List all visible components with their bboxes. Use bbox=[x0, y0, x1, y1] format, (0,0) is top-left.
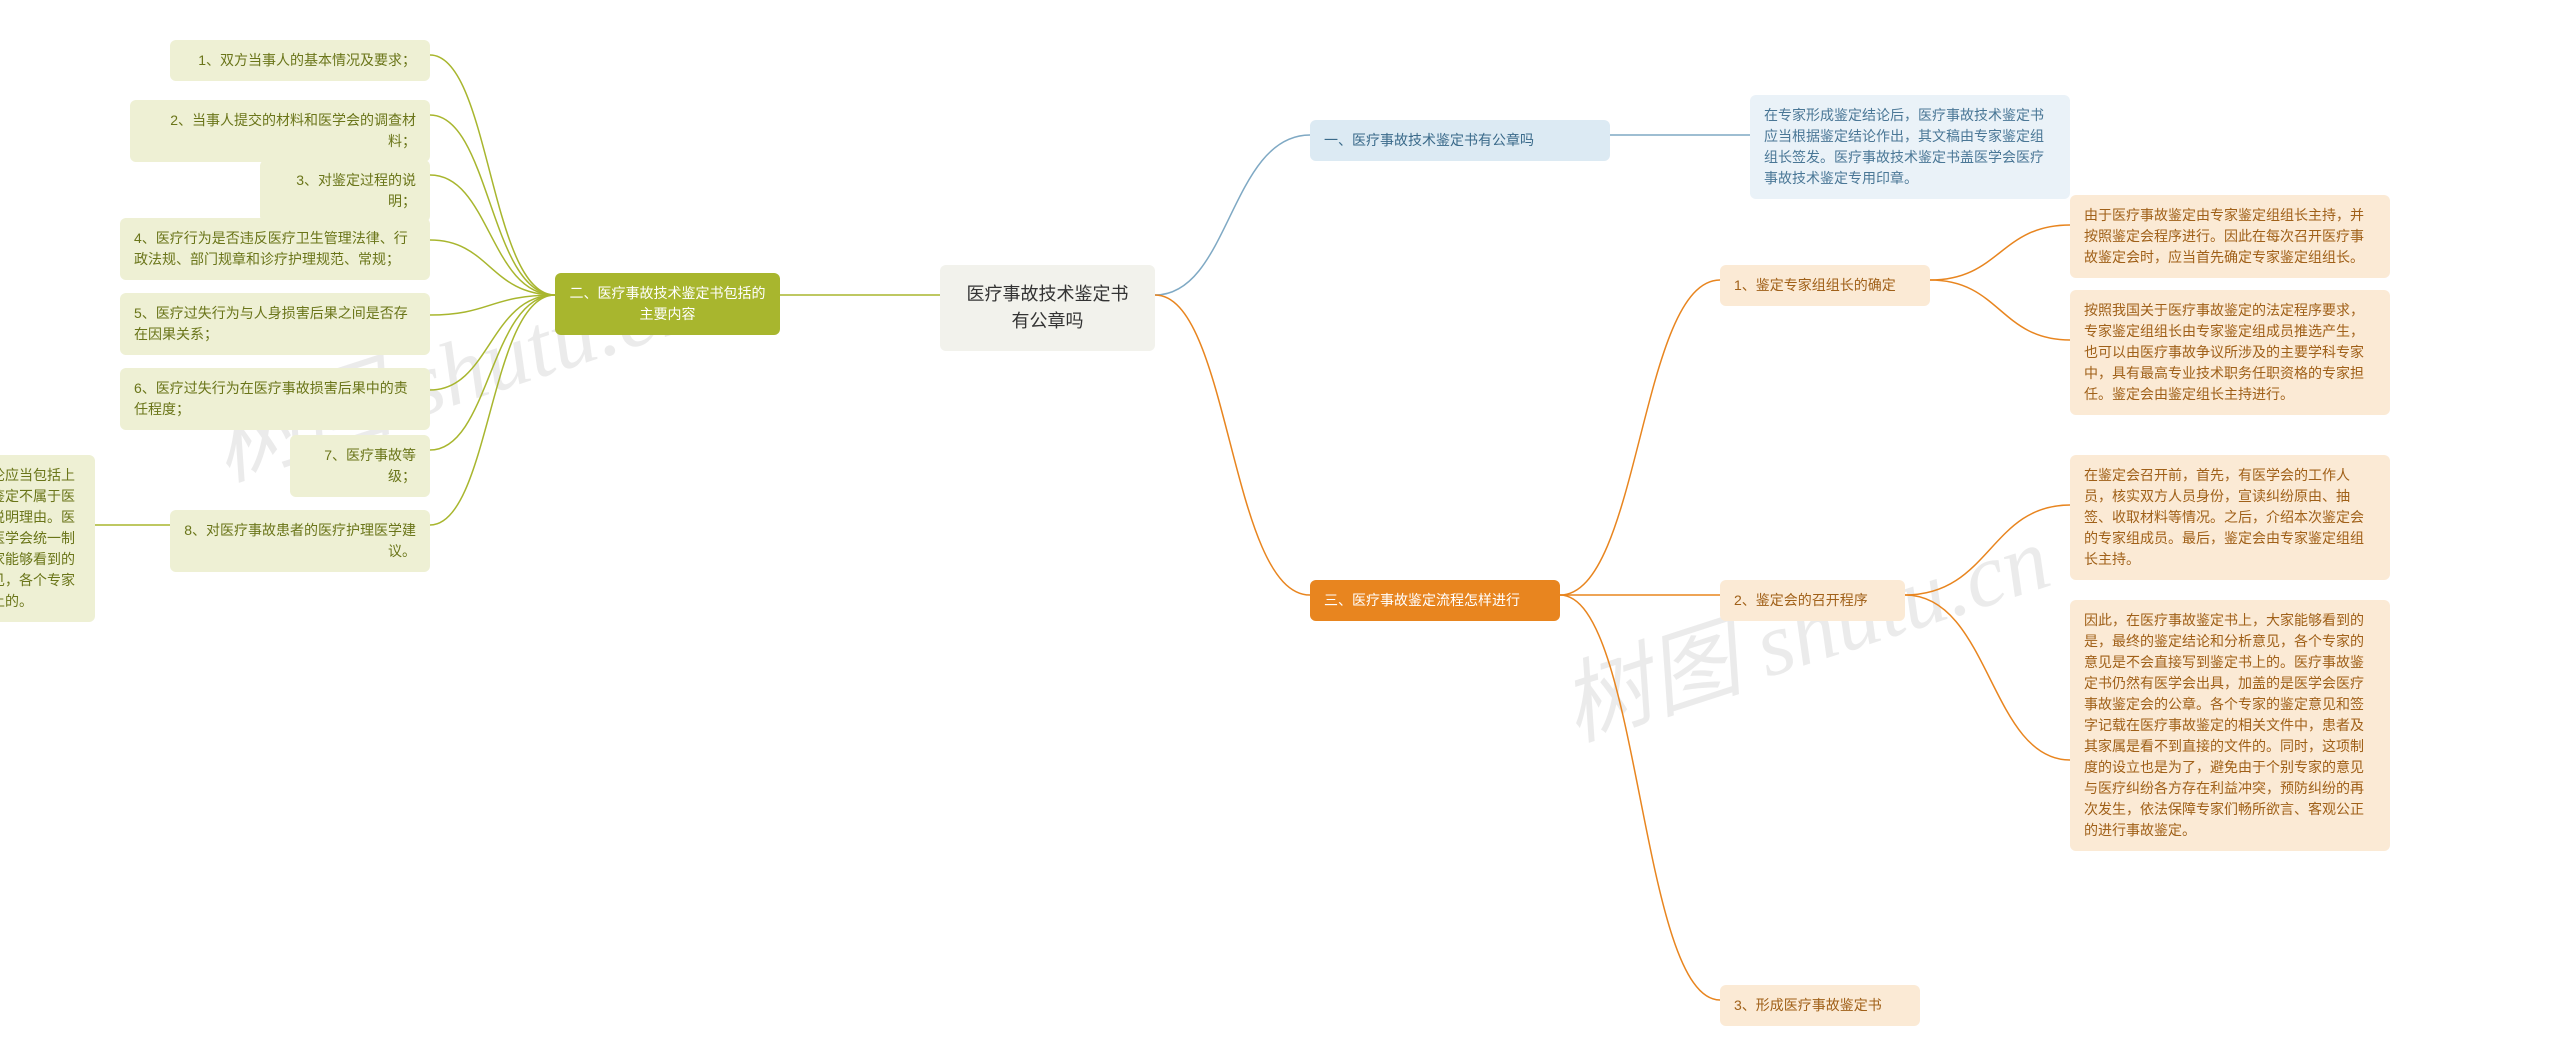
branch-2-item-5: 5、医疗过失行为与人身损害后果之间是否存在因果关系； bbox=[120, 293, 430, 355]
branch-1: 一、医疗事故技术鉴定书有公章吗 bbox=[1310, 120, 1610, 161]
branch-2-item-8-note: 经鉴定为医疗事故的，鉴定结论应当包括上款（四）至（八）项内容；经鉴定不属于医疗事… bbox=[0, 455, 95, 622]
branch-2-item-7: 7、医疗事故等级； bbox=[290, 435, 430, 497]
branch-2-item-3: 3、对鉴定过程的说明； bbox=[260, 160, 430, 222]
watermark-right: 树图 shutu.cn bbox=[1542, 485, 2062, 765]
branch-3: 三、医疗事故鉴定流程怎样进行 bbox=[1310, 580, 1560, 621]
branch-2-item-1: 1、双方当事人的基本情况及要求； bbox=[170, 40, 430, 81]
branch-3-child-2-leaf-1: 在鉴定会召开前，首先，有医学会的工作人员，核实双方人员身份，宣读纠纷原由、抽签、… bbox=[2070, 455, 2390, 580]
root-node: 医疗事故技术鉴定书有公章吗 bbox=[940, 265, 1155, 351]
branch-2-item-8: 8、对医疗事故患者的医疗护理医学建议。 bbox=[170, 510, 430, 572]
branch-1-leaf: 在专家形成鉴定结论后，医疗事故技术鉴定书应当根据鉴定结论作出，其文稿由专家鉴定组… bbox=[1750, 95, 2070, 199]
branch-2-item-4: 4、医疗行为是否违反医疗卫生管理法律、行政法规、部门规章和诊疗护理规范、常规； bbox=[120, 218, 430, 280]
branch-3-child-3: 3、形成医疗事故鉴定书 bbox=[1720, 985, 1920, 1026]
branch-3-child-2: 2、鉴定会的召开程序 bbox=[1720, 580, 1905, 621]
branch-3-child-1-leaf-2: 按照我国关于医疗事故鉴定的法定程序要求，专家鉴定组组长由专家鉴定组成员推选产生，… bbox=[2070, 290, 2390, 415]
branch-3-child-1-leaf-1: 由于医疗事故鉴定由专家鉴定组组长主持，并按照鉴定会程序进行。因此在每次召开医疗事… bbox=[2070, 195, 2390, 278]
branch-3-child-2-leaf-2: 因此，在医疗事故鉴定书上，大家能够看到的是，最终的鉴定结论和分析意见，各个专家的… bbox=[2070, 600, 2390, 851]
branch-2-item-2: 2、当事人提交的材料和医学会的调查材料； bbox=[130, 100, 430, 162]
branch-3-child-1: 1、鉴定专家组组长的确定 bbox=[1720, 265, 1930, 306]
branch-2: 二、医疗事故技术鉴定书包括的主要内容 bbox=[555, 273, 780, 335]
branch-2-item-6: 6、医疗过失行为在医疗事故损害后果中的责任程度； bbox=[120, 368, 430, 430]
